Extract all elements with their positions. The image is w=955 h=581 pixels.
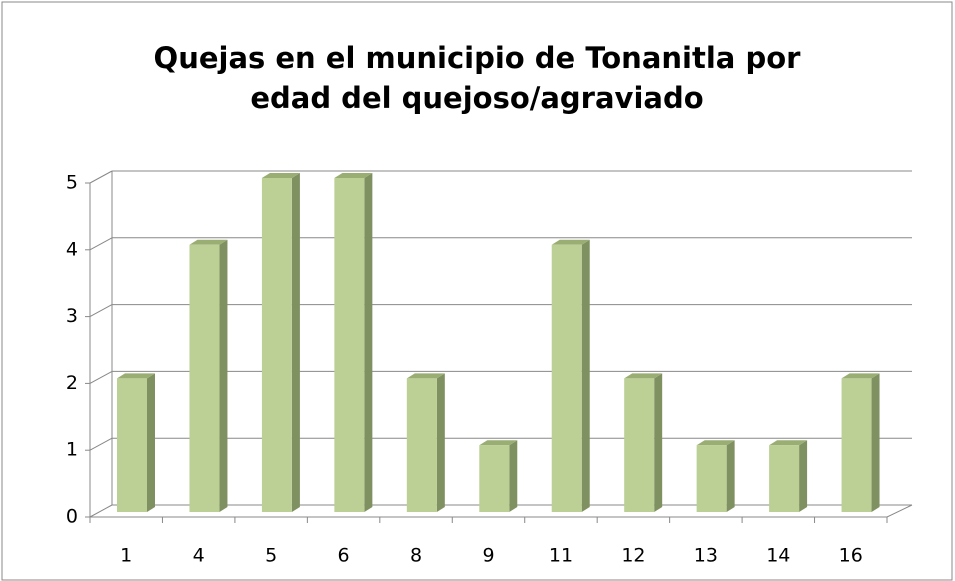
bar: [261, 178, 292, 512]
bar-top: [117, 373, 155, 379]
bar-side: [726, 440, 735, 512]
bar-top: [624, 373, 663, 379]
bar-top: [406, 373, 445, 379]
bar: [551, 244, 582, 513]
x-tick-label: 8: [410, 545, 422, 567]
bar-side: [871, 373, 880, 512]
x-tick-label: 4: [193, 545, 205, 567]
x-tick-label: 5: [265, 545, 277, 567]
bar-side: [509, 440, 518, 512]
bar-top: [696, 440, 735, 446]
x-tick-label: 1: [120, 545, 132, 567]
chart-title: Quejas en el municipio de Tonanitla por …: [153, 41, 801, 115]
bar-side: [581, 239, 590, 513]
x-tick-label: 16: [839, 545, 863, 567]
grid-line: [89, 170, 113, 184]
y-tick-label: 5: [66, 172, 78, 194]
bar: [624, 378, 655, 512]
bar-side: [436, 373, 445, 512]
bar-top: [261, 173, 300, 178]
bar-side: [799, 440, 808, 512]
bar: [841, 378, 872, 512]
x-tick-label: 13: [694, 545, 718, 567]
bar-top: [841, 373, 880, 379]
y-tick-label: 1: [66, 439, 78, 461]
x-tick-label: 14: [766, 545, 790, 567]
grid-line: [89, 370, 113, 384]
x-tick-label: 12: [621, 545, 645, 567]
y-tick-label: 3: [66, 305, 78, 327]
y-tick-label: 0: [66, 506, 78, 528]
x-tick-label: 11: [549, 545, 573, 567]
floor-edge: [886, 504, 913, 518]
bar-side: [654, 373, 663, 512]
bar-side: [364, 173, 373, 512]
x-tick-label: 6: [338, 545, 350, 567]
bar: [334, 178, 365, 512]
grid-line: [89, 237, 113, 251]
bar: [117, 378, 147, 512]
bar-side: [219, 239, 228, 513]
grid-line: [89, 437, 113, 451]
bar-side: [147, 373, 155, 512]
bar: [769, 445, 800, 512]
bar-top: [479, 440, 518, 446]
bar-top: [189, 239, 228, 245]
bar-top: [551, 239, 590, 245]
bar: [479, 445, 510, 512]
y-tick-label: 4: [66, 238, 78, 260]
x-tick-label: 9: [482, 545, 494, 567]
bar-side: [291, 173, 300, 512]
bar: [189, 244, 220, 513]
bar-top: [334, 173, 373, 178]
bar-top: [769, 440, 808, 446]
bar: [696, 445, 727, 512]
grid-line: [89, 304, 113, 318]
y-tick-label: 2: [66, 372, 78, 394]
bar: [406, 378, 437, 512]
grid-line: [89, 504, 113, 518]
